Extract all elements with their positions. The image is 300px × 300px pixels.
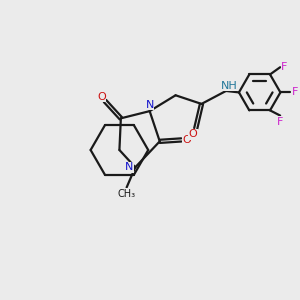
Text: N: N (146, 100, 154, 110)
Text: O: O (188, 129, 197, 139)
Text: CH₃: CH₃ (118, 189, 136, 199)
Text: F: F (292, 87, 298, 98)
Text: O: O (97, 92, 106, 102)
Text: NH: NH (220, 81, 237, 91)
Text: F: F (281, 62, 288, 72)
Text: N: N (125, 162, 133, 172)
Text: O: O (182, 135, 191, 145)
Text: F: F (277, 117, 283, 127)
